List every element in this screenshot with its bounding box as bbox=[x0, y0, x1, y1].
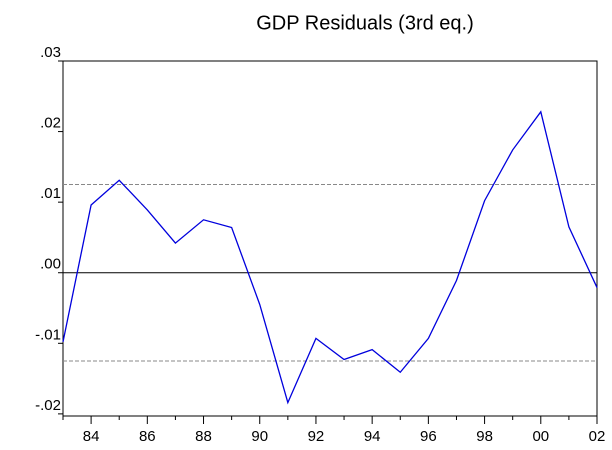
y-tick-label: .02 bbox=[40, 115, 61, 132]
x-tick-label: 90 bbox=[251, 428, 268, 445]
x-tick-label: 88 bbox=[195, 428, 212, 445]
x-tick-label: 84 bbox=[83, 428, 100, 445]
y-tick-label: -.01 bbox=[35, 326, 61, 343]
x-tick-label: 02 bbox=[589, 428, 606, 445]
x-tick-label: 92 bbox=[308, 428, 325, 445]
x-tick-label: 00 bbox=[532, 428, 549, 445]
data-line bbox=[62, 110, 598, 405]
y-tick-label: .01 bbox=[40, 185, 61, 202]
x-tick-label: 98 bbox=[476, 428, 493, 445]
chart-title: GDP Residuals (3rd eq.) bbox=[256, 12, 474, 34]
y-tick-label: .03 bbox=[40, 44, 61, 61]
y-tick-label: -.02 bbox=[35, 397, 61, 414]
x-tick-label: 96 bbox=[420, 428, 437, 445]
plot-frame bbox=[62, 60, 598, 417]
x-tick-label: 86 bbox=[139, 428, 156, 445]
y-tick-label: .00 bbox=[40, 256, 61, 273]
x-tick-label: 94 bbox=[364, 428, 381, 445]
